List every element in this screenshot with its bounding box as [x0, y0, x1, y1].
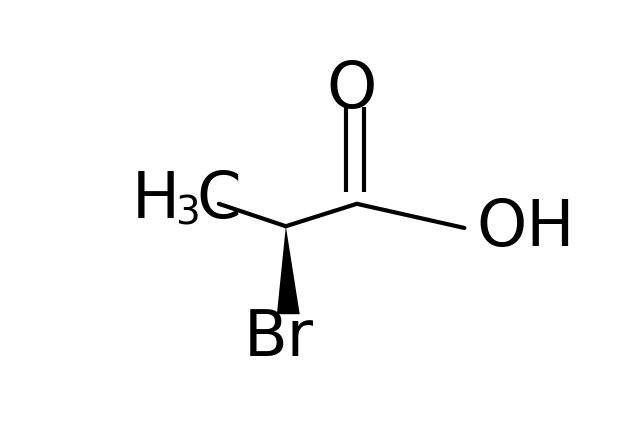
Polygon shape [277, 226, 300, 314]
Text: 3: 3 [175, 194, 200, 232]
Text: H: H [132, 169, 180, 231]
Text: OH: OH [477, 197, 575, 259]
Text: O: O [326, 59, 376, 121]
Text: Br: Br [243, 307, 314, 369]
Text: C: C [196, 169, 241, 231]
